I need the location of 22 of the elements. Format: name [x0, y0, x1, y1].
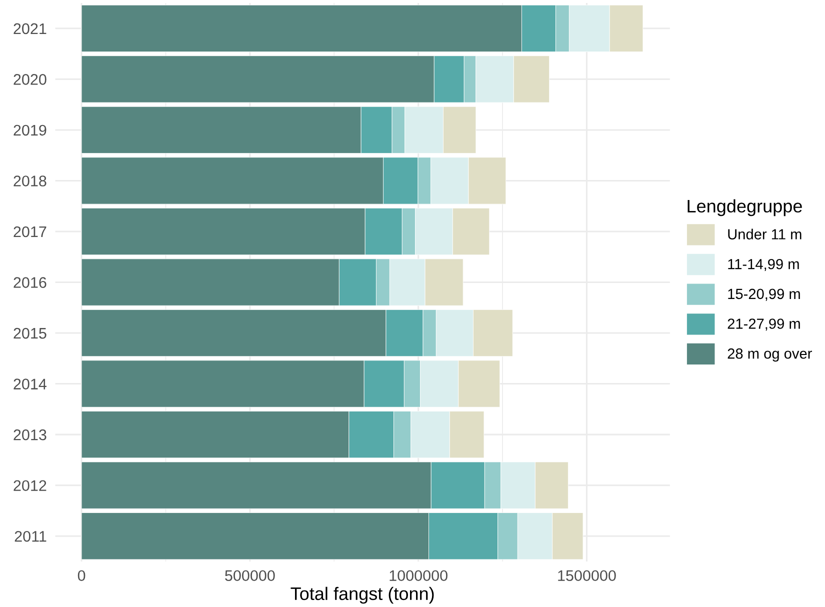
x-tick-label: 0 — [78, 570, 86, 582]
y-tick-label: 2019 — [14, 124, 46, 136]
legend-label: 11-14,99 m — [728, 258, 799, 271]
x-tick-label: 1500000 — [558, 570, 616, 582]
legend-label: Under 11 m — [728, 228, 802, 240]
legend-label: 21-27,99 m — [728, 318, 800, 331]
y-tick-label: 2020 — [14, 74, 46, 85]
y-tick-label: 2016 — [14, 277, 46, 288]
x-tick-label: 1000000 — [390, 570, 448, 582]
y-tick-label: 2018 — [14, 176, 46, 186]
y-tick-label: 2013 — [14, 429, 46, 440]
y-tick-label: 2011 — [14, 530, 46, 542]
y-tick-label: 2017 — [14, 226, 46, 238]
legend-label: 28 m og over — [728, 348, 812, 362]
y-tick-label: 2014 — [14, 378, 46, 390]
legend-title: Lengdegruppe — [688, 199, 802, 216]
legend-label: 15-20,99 m — [728, 288, 800, 301]
x-tick-label: 500000 — [225, 570, 275, 582]
y-tick-label: 2021 — [14, 23, 46, 34]
y-tick-label: 2012 — [14, 480, 46, 492]
x-axis-title: Total fangst (tonn) — [290, 586, 434, 604]
y-tick-label: 2015 — [14, 328, 46, 339]
